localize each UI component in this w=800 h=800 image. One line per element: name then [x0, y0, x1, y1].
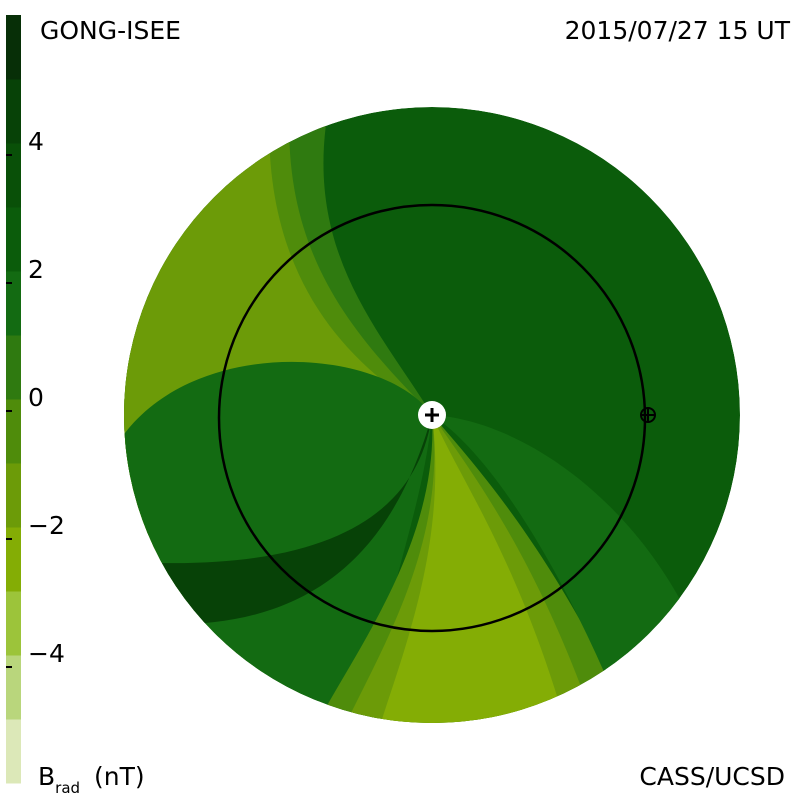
footer-quantity: Brad (nT) [38, 762, 145, 797]
colorbar-band [6, 143, 21, 208]
colorbar-band [6, 655, 21, 720]
colorbar-band [6, 79, 21, 144]
colorbar-band [6, 591, 21, 656]
header-right: 2015/07/27 15 UT [565, 16, 791, 45]
earth-orbit [217, 203, 647, 633]
footer-right: CASS/UCSD [639, 762, 785, 791]
colorbar-band [6, 719, 21, 784]
colorbar-tick-label: −2 [28, 511, 65, 540]
colorbar-tick-label: −4 [28, 639, 65, 668]
unit: (nT) [94, 762, 145, 791]
colorbar-tick-label: 4 [28, 127, 44, 156]
earth-symbol [640, 407, 656, 423]
quantity: B [38, 762, 55, 791]
colorbar-tick-label: 0 [28, 383, 44, 412]
colorbar-band [6, 463, 21, 528]
sun-symbol [425, 408, 439, 422]
colorbar-band [6, 15, 21, 80]
colorbar-tick-label: 2 [28, 255, 44, 284]
colorbar-band [6, 527, 21, 592]
colorbar-band [6, 335, 21, 400]
quantity-sub: rad [55, 779, 80, 797]
colorbar-band [6, 271, 21, 336]
header-left: GONG-ISEE [40, 16, 181, 45]
colorbar-band [6, 399, 21, 464]
colorbar: 4 2 0 −2 −4 [6, 15, 65, 784]
colorbar-band [6, 207, 21, 272]
